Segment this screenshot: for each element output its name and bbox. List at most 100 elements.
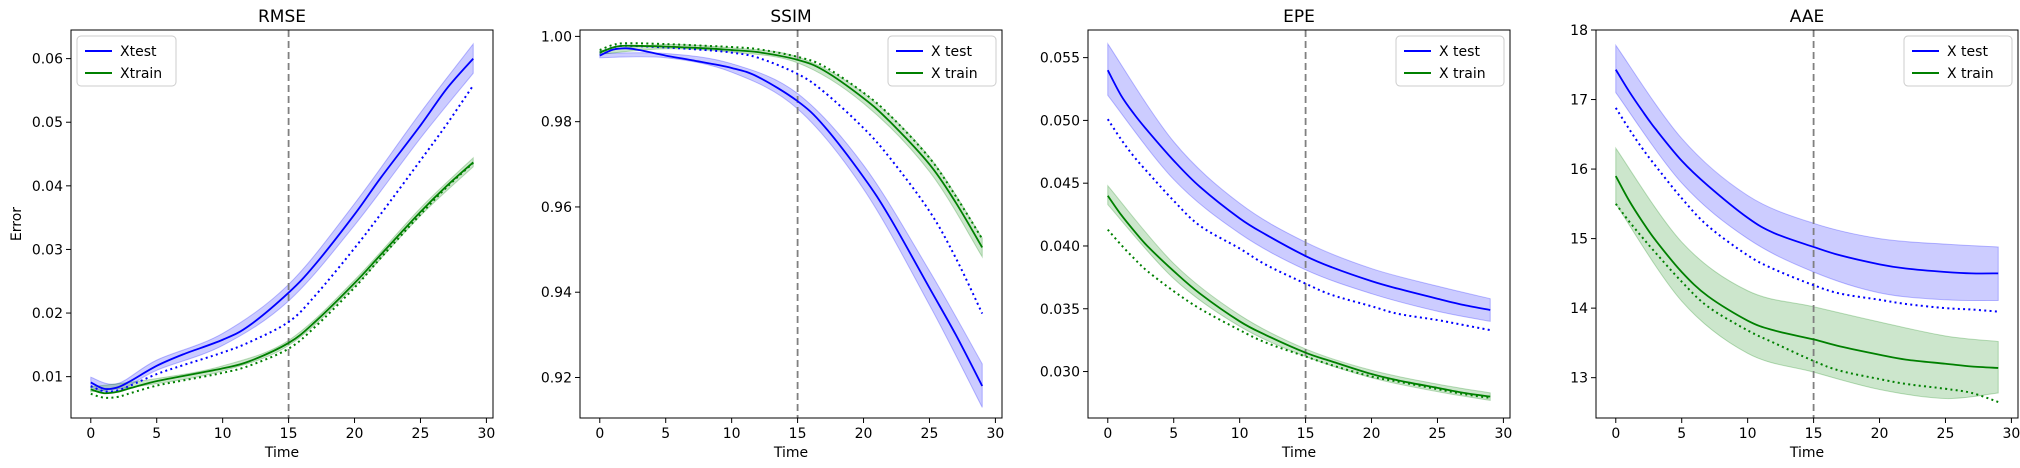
- y-tick-label: 15: [1570, 232, 1588, 248]
- series-line-test-dotted: [1614, 107, 1999, 313]
- series-line-test-solid: [1106, 69, 1491, 311]
- confidence-band-test: [1615, 43, 1999, 302]
- x-tick-label: 15: [280, 426, 298, 442]
- y-tick-label: 0.035: [1040, 302, 1080, 318]
- chart-title: EPE: [1283, 7, 1315, 27]
- chart-title: AAE: [1790, 7, 1824, 27]
- x-tick-label: 20: [855, 426, 873, 442]
- y-tick-label: 0.050: [1040, 113, 1080, 129]
- x-tick-label: 25: [1429, 426, 1447, 442]
- chart-panel-epe: 0 5 10 15 20 25 30 0.030 0.035 0.040 0.045 0.050 0.0…: [1040, 7, 1512, 461]
- x-tick-label: 15: [789, 426, 807, 442]
- series-line-train-dotted: [1614, 203, 1999, 403]
- y-tick-label: 17: [1570, 93, 1588, 109]
- x-tick-label: 30: [1494, 426, 1512, 442]
- x-tick-label: 30: [986, 426, 1004, 442]
- series-line-test-dotted: [599, 44, 984, 314]
- legend-label-train: X train: [931, 66, 978, 82]
- series-line-test-solid: [1615, 69, 1999, 275]
- series-line-test-solid: [90, 58, 474, 390]
- x-tick-label: 10: [1231, 426, 1249, 442]
- chart-panel-ssim: 0 5 10 15 20 25 30 0.92 0.94 0.96 0.98 1.00 SSIM Time…: [541, 7, 1004, 461]
- x-axis-label: Time: [1281, 445, 1316, 461]
- y-tick-label: 0.96: [541, 200, 572, 216]
- chart-title: RMSE: [258, 7, 306, 27]
- chart-panel-rmse: 0 5 10 15 20 25 30 0.01 0.02 0.03 0.04 0.05 0.06 RMSE…: [9, 7, 495, 461]
- legend-label-train: Xtrain: [120, 66, 162, 82]
- confidence-band-test: [599, 52, 983, 408]
- legend-label-test: X test: [931, 44, 972, 60]
- x-tick-label: 20: [1363, 426, 1381, 442]
- x-tick-label: 10: [214, 426, 232, 442]
- legend-label-train: X train: [1439, 66, 1486, 82]
- confidence-band-train: [90, 156, 474, 393]
- y-tick-label: 0.94: [541, 285, 572, 301]
- series-line-test-solid: [599, 47, 984, 387]
- y-tick-label: 0.03: [32, 242, 63, 258]
- y-tick-label: 0.030: [1040, 365, 1080, 381]
- x-tick-label: 0: [1103, 426, 1112, 442]
- y-tick-label: 0.045: [1040, 176, 1080, 192]
- confidence-band-train: [1615, 146, 1999, 400]
- series-line-train-dotted: [90, 162, 474, 399]
- x-tick-label: 25: [412, 426, 430, 442]
- x-tick-label: 15: [1297, 426, 1315, 442]
- series-line-train-solid: [1614, 175, 1999, 369]
- y-tick-label: 0.06: [32, 52, 63, 68]
- x-tick-label: 30: [2002, 426, 2020, 442]
- legend: Xtest Xtrain: [76, 35, 177, 87]
- axes-frame: [579, 29, 1003, 419]
- x-tick-label: 15: [1805, 426, 1823, 442]
- x-tick-label: 25: [921, 426, 939, 442]
- axes-frame: [70, 29, 494, 419]
- y-tick-label: 0.05: [32, 115, 63, 131]
- y-tick-label: 0.01: [32, 370, 63, 386]
- x-tick-label: 30: [477, 426, 495, 442]
- legend: X test X train: [1395, 35, 1505, 87]
- x-tick-label: 5: [152, 426, 161, 442]
- y-tick-label: 0.02: [32, 306, 63, 322]
- y-tick-label: 16: [1570, 162, 1588, 178]
- axes-frame: [1087, 29, 1511, 419]
- x-tick-label: 0: [86, 426, 95, 442]
- x-tick-label: 25: [1937, 426, 1955, 442]
- x-tick-label: 5: [1169, 426, 1178, 442]
- legend-label-test: X test: [1947, 44, 1988, 60]
- y-tick-label: 14: [1570, 301, 1588, 317]
- y-tick-label: 0.98: [541, 115, 572, 131]
- plot-area: [1106, 30, 1491, 418]
- confidence-band-test: [1107, 42, 1491, 322]
- plot-area: [599, 30, 984, 418]
- chart-title: SSIM: [770, 7, 811, 27]
- y-tick-label: 0.92: [541, 370, 572, 386]
- series-line-test-dotted: [90, 84, 475, 393]
- x-tick-label: 10: [1739, 426, 1757, 442]
- axes-frame: [1595, 29, 2019, 419]
- x-tick-label: 5: [661, 426, 670, 442]
- y-tick-label: 0.04: [32, 179, 63, 195]
- series-line-train-dotted: [1107, 228, 1491, 399]
- y-tick-label: 1.00: [541, 29, 572, 45]
- x-axis-label: Time: [773, 445, 808, 461]
- x-axis-label: Time: [264, 445, 299, 461]
- y-tick-label: 13: [1570, 371, 1588, 387]
- series-line-test-dotted: [1106, 118, 1491, 332]
- y-axis-label: Error: [9, 207, 25, 241]
- plot-area: [90, 30, 475, 418]
- plot-area: [1614, 30, 1999, 418]
- x-tick-label: 0: [595, 426, 604, 442]
- y-tick-label: 0.055: [1040, 51, 1080, 67]
- legend-label-test: Xtest: [120, 44, 157, 60]
- legend: X test X train: [1903, 35, 2013, 87]
- x-axis-label: Time: [1789, 445, 1824, 461]
- legend-label-test: X test: [1439, 44, 1480, 60]
- x-tick-label: 20: [1871, 426, 1889, 442]
- confidence-band-train: [1107, 184, 1491, 402]
- series-line-train-solid: [599, 44, 983, 248]
- x-tick-label: 0: [1611, 426, 1620, 442]
- x-tick-label: 20: [346, 426, 364, 442]
- x-tick-label: 5: [1677, 426, 1686, 442]
- y-tick-label: 0.040: [1040, 239, 1080, 255]
